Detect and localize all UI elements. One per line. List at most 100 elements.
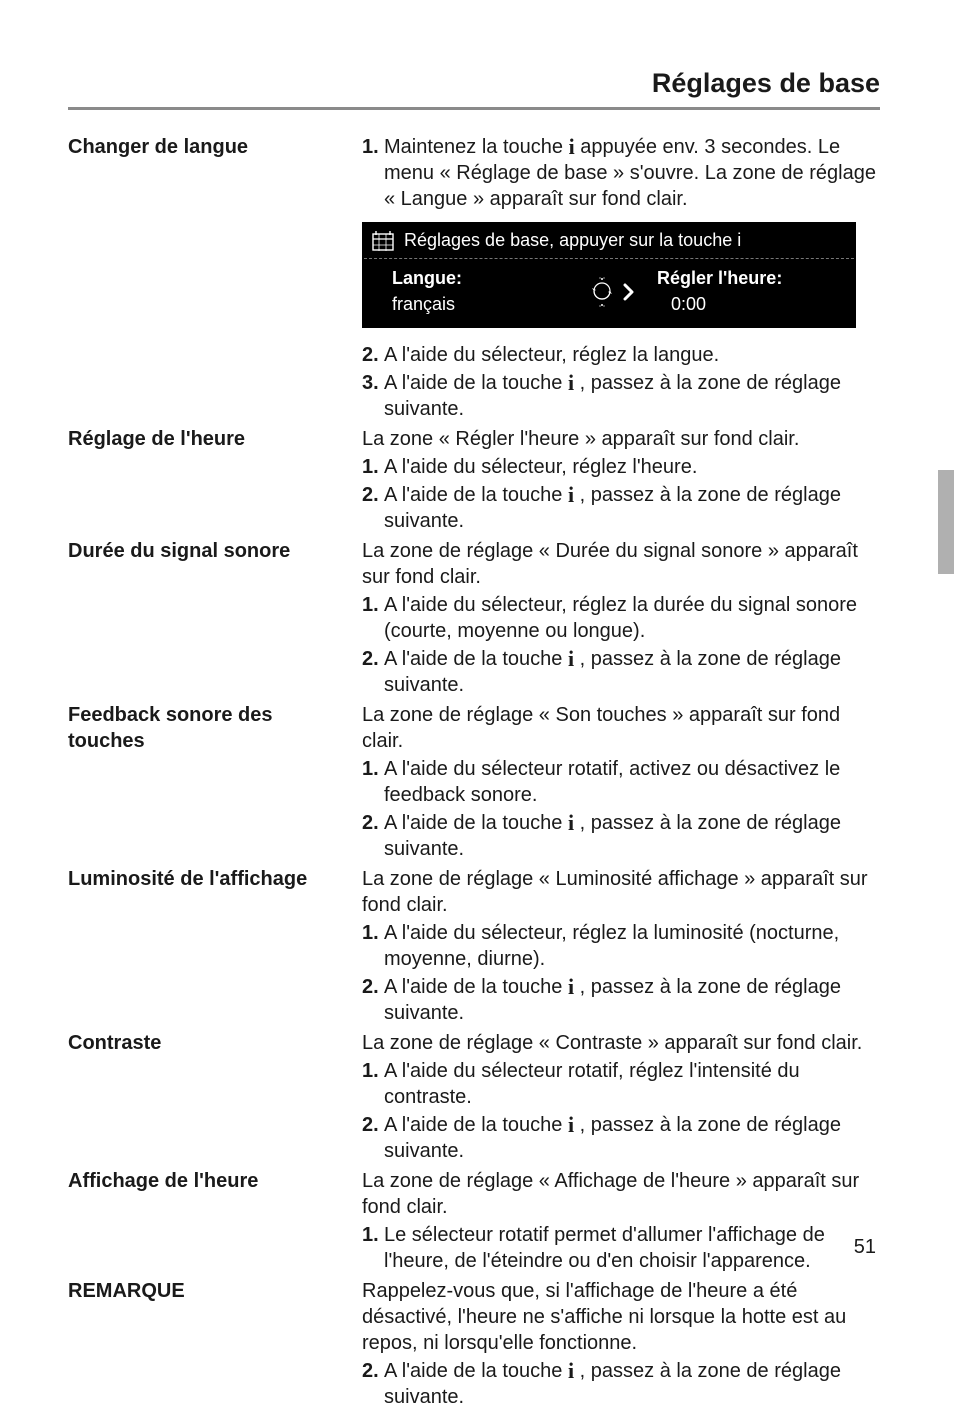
lcd-right-value: 0:00	[657, 293, 842, 316]
lcd-left-label: Langue:	[392, 267, 577, 290]
step-number: 2.	[362, 646, 384, 672]
lcd-right-label: Régler l'heure:	[657, 267, 842, 290]
step-number: 1.	[362, 454, 384, 480]
step-1: 1. A l'aide du sélecteur rotatif, active…	[362, 756, 880, 808]
step-2: 2. A l'aide de la touche i , passez à la…	[362, 1358, 880, 1410]
heading: Réglage de l'heure	[68, 426, 362, 452]
chevron-right-icon	[623, 283, 635, 301]
step-number: 1.	[362, 1058, 384, 1084]
step-1: 1. A l'aide du sélecteur rotatif, réglez…	[362, 1058, 880, 1110]
step-1: 1. Maintenez la touche i appuyée env. 3 …	[362, 134, 880, 212]
side-tab	[938, 470, 954, 574]
step-2: 2. A l'aide de la touche i , passez à la…	[362, 1112, 880, 1164]
step-text: A l'aide de la touche i , passez à la zo…	[384, 974, 880, 1026]
content: La zone de réglage « Luminosité affichag…	[362, 866, 880, 1028]
content: La zone de réglage « Son touches » appar…	[362, 702, 880, 864]
step-2: 2. A l'aide de la touche i , passez à la…	[362, 646, 880, 698]
section-feedback-sonore: Feedback sonore des touches La zone de r…	[68, 702, 880, 864]
step-number: 3.	[362, 370, 384, 396]
step-number: 1.	[362, 1222, 384, 1248]
intro: La zone de réglage « Luminosité affichag…	[362, 866, 880, 918]
step-text: A l'aide de la touche i , passez à la zo…	[384, 646, 880, 698]
step-1: 1. A l'aide du sélecteur, réglez la lumi…	[362, 920, 880, 972]
content: La zone « Régler l'heure » apparaît sur …	[362, 426, 880, 536]
content: Rappelez-vous que, si l'affichage de l'h…	[362, 1278, 880, 1412]
step-2: 2. A l'aide du sélecteur, réglez la lang…	[362, 342, 880, 368]
info-icon: i	[569, 134, 575, 159]
heading: Luminosité de l'affichage	[68, 866, 362, 892]
info-icon: i	[568, 1358, 574, 1383]
heading: REMARQUE	[68, 1278, 362, 1304]
lcd-body: Langue: français	[364, 259, 854, 326]
step-text: A l'aide du sélecteur, réglez la durée d…	[384, 592, 880, 644]
lcd-header: Réglages de base, appuyer sur la touche …	[364, 224, 854, 259]
section-affichage-heure: Affichage de l'heure La zone de réglage …	[68, 1168, 880, 1276]
rotate-icon	[589, 277, 615, 307]
section-contraste: Contraste La zone de réglage « Contraste…	[68, 1030, 880, 1166]
content: 1. Maintenez la touche i appuyée env. 3 …	[362, 134, 880, 424]
info-icon: i	[568, 482, 574, 507]
step-text: A l'aide du sélecteur rotatif, activez o…	[384, 756, 880, 808]
step-3: 3. A l'aide de la touche i , passez à la…	[362, 370, 880, 422]
step-text: Le sélecteur rotatif permet d'allumer l'…	[384, 1222, 880, 1274]
step-text: A l'aide de la touche i , passez à la zo…	[384, 370, 880, 422]
intro: La zone de réglage « Durée du signal son…	[362, 538, 880, 590]
lcd-right-panel: Régler l'heure: 0:00	[647, 267, 842, 316]
lcd-display: Réglages de base, appuyer sur la touche …	[362, 222, 856, 328]
heading: Contraste	[68, 1030, 362, 1056]
lcd-left-panel: Langue: français	[392, 267, 577, 316]
step-number: 1.	[362, 920, 384, 946]
content: La zone de réglage « Durée du signal son…	[362, 538, 880, 700]
step-number: 2.	[362, 974, 384, 1000]
step-text: A l'aide de la touche i , passez à la zo…	[384, 1112, 880, 1164]
step-text: A l'aide du sélecteur rotatif, réglez l'…	[384, 1058, 880, 1110]
step-number: 2.	[362, 1112, 384, 1138]
step-2: 2. A l'aide de la touche i , passez à la…	[362, 482, 880, 534]
heading: Durée du signal sonore	[68, 538, 362, 564]
title-rule	[68, 107, 880, 110]
info-icon: i	[568, 974, 574, 999]
lcd-left-value: français	[392, 293, 577, 316]
intro: Rappelez-vous que, si l'affichage de l'h…	[362, 1278, 880, 1356]
step-number: 2.	[362, 482, 384, 508]
intro: La zone « Régler l'heure » apparaît sur …	[362, 426, 880, 452]
heading: Affichage de l'heure	[68, 1168, 362, 1194]
step-number: 1.	[362, 134, 384, 160]
info-icon: i	[568, 1112, 574, 1137]
info-icon: i	[568, 810, 574, 835]
content: La zone de réglage « Affichage de l'heur…	[362, 1168, 880, 1276]
section-remarque: REMARQUE Rappelez-vous que, si l'afficha…	[68, 1278, 880, 1412]
step-2: 2. A l'aide de la touche i , passez à la…	[362, 974, 880, 1026]
step-number: 1.	[362, 756, 384, 782]
step-text: A l'aide de la touche i , passez à la zo…	[384, 810, 880, 862]
page-number: 51	[854, 1234, 876, 1260]
page-title: Réglages de base	[68, 66, 880, 107]
content: La zone de réglage « Contraste » apparaî…	[362, 1030, 880, 1166]
intro: La zone de réglage « Contraste » apparaî…	[362, 1030, 880, 1056]
step-number: 2.	[362, 810, 384, 836]
page-body: Réglages de base Changer de langue 1. Ma…	[0, 0, 954, 1412]
intro: La zone de réglage « Son touches » appar…	[362, 702, 880, 754]
section-reglage-heure: Réglage de l'heure La zone « Régler l'he…	[68, 426, 880, 536]
step-text: Maintenez la touche i appuyée env. 3 sec…	[384, 134, 880, 212]
section-luminosite: Luminosité de l'affichage La zone de rég…	[68, 866, 880, 1028]
intro: La zone de réglage « Affichage de l'heur…	[362, 1168, 880, 1220]
step-text: A l'aide de la touche i , passez à la zo…	[384, 1358, 880, 1410]
step-text: A l'aide du sélecteur, réglez la luminos…	[384, 920, 880, 972]
heading: Changer de langue	[68, 134, 362, 160]
step-number: 2.	[362, 342, 384, 368]
info-icon: i	[568, 646, 574, 671]
step-1: 1. A l'aide du sélecteur, réglez la duré…	[362, 592, 880, 644]
heading: Feedback sonore des touches	[68, 702, 362, 754]
step-text: A l'aide de la touche i , passez à la zo…	[384, 482, 880, 534]
step-1: 1. A l'aide du sélecteur, réglez l'heure…	[362, 454, 880, 480]
step-text: A l'aide du sélecteur, réglez la langue.	[384, 342, 880, 368]
step-2: 2. A l'aide de la touche i , passez à la…	[362, 810, 880, 862]
section-duree-signal: Durée du signal sonore La zone de réglag…	[68, 538, 880, 700]
lcd-header-text: Réglages de base, appuyer sur la touche …	[404, 229, 741, 252]
calendar-icon	[372, 231, 394, 251]
step-text: A l'aide du sélecteur, réglez l'heure.	[384, 454, 880, 480]
info-icon: i	[568, 370, 574, 395]
step-number: 2.	[362, 1358, 384, 1384]
step-number: 1.	[362, 592, 384, 618]
